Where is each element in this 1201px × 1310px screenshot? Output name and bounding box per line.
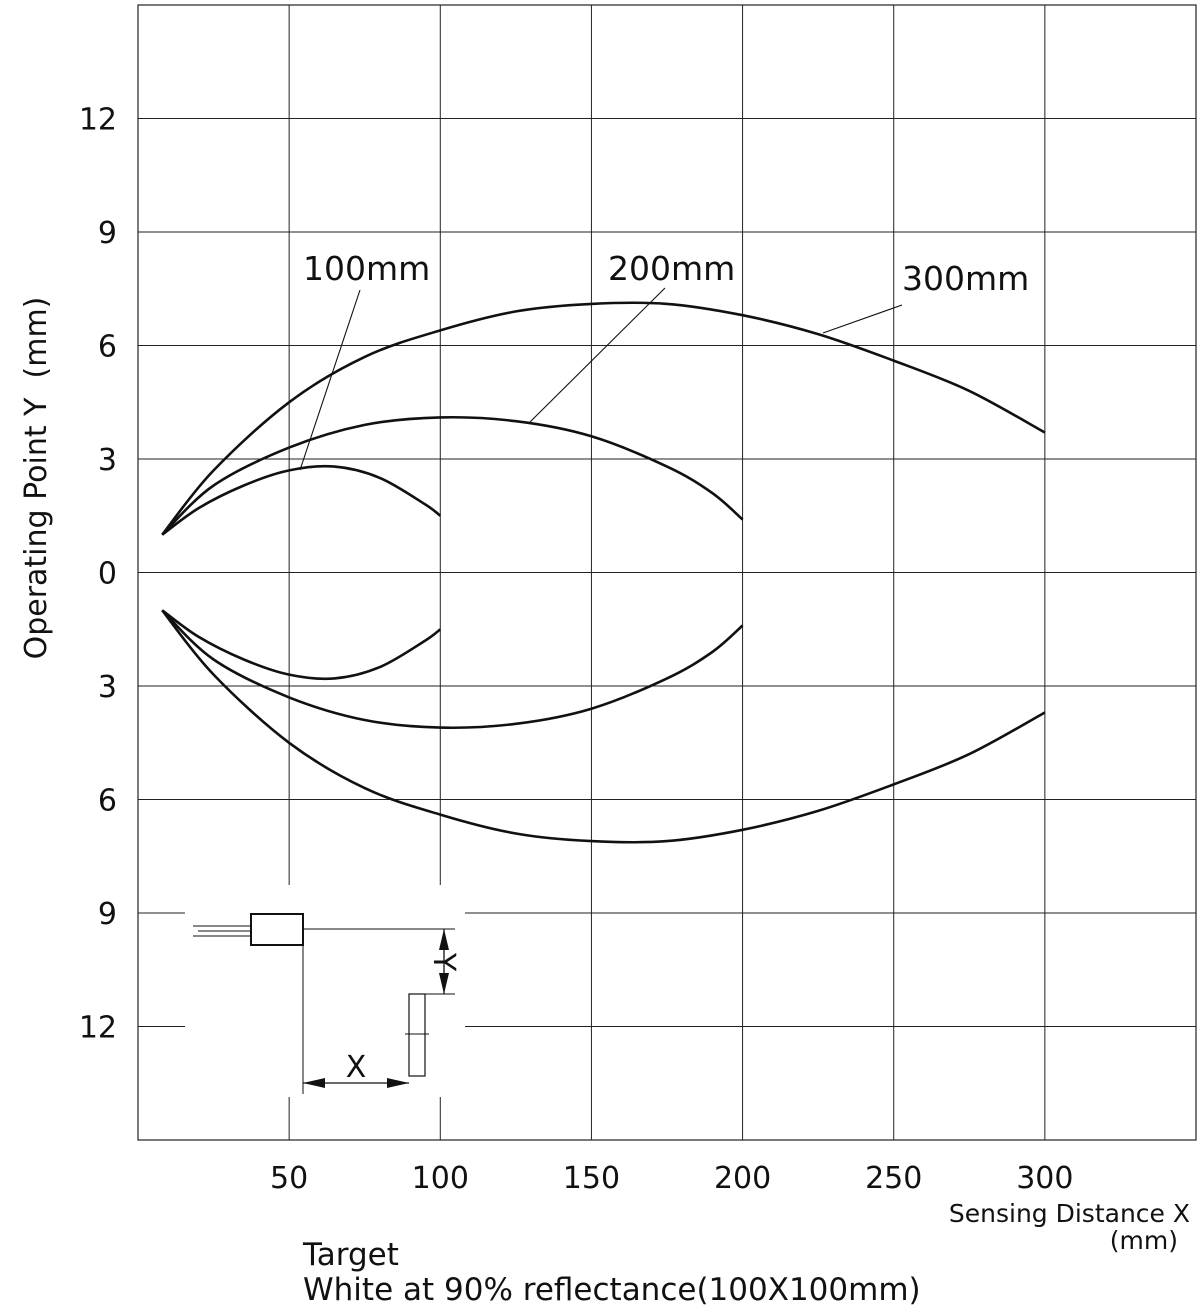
x-tick-label: 300 bbox=[1016, 1161, 1073, 1196]
y-arrowhead-bottom bbox=[439, 973, 449, 994]
y-axis-label: Operating Point Y (mm) bbox=[19, 297, 54, 660]
grid bbox=[137, 4, 1197, 1141]
y-arrowhead-top bbox=[439, 929, 449, 950]
y-tick-label: 6 bbox=[98, 330, 117, 365]
curve-200mm-lower bbox=[161, 609, 744, 730]
x-tick-labels: 50 100 150 200 250 300 bbox=[270, 1161, 1073, 1196]
x-tick-label: 50 bbox=[270, 1161, 308, 1196]
x-arrowhead-right bbox=[387, 1078, 409, 1088]
y-tick-label: 3 bbox=[98, 443, 117, 478]
x-tick-label: 100 bbox=[412, 1161, 469, 1196]
label-leaders bbox=[299, 287, 903, 471]
y-tick-label: 3 bbox=[98, 670, 117, 705]
x-axis-unit: (mm) bbox=[1110, 1226, 1178, 1255]
y-tick-label: 12 bbox=[79, 1011, 117, 1046]
label-300mm: 300mm bbox=[902, 259, 1029, 298]
curve-200mm-upper bbox=[161, 415, 744, 536]
leader-300mm bbox=[822, 304, 903, 334]
y-tick-label: 0 bbox=[98, 557, 117, 592]
x-axis-label: Sensing Distance X bbox=[949, 1199, 1190, 1228]
curve-100mm-lower bbox=[161, 609, 442, 681]
leader-100mm bbox=[299, 289, 361, 471]
curve-100mm-upper bbox=[161, 464, 442, 536]
y-tick-labels: 12 9 6 3 0 3 6 9 12 bbox=[79, 103, 117, 1046]
sensor-diagram bbox=[193, 913, 455, 1094]
x-arrowhead-left bbox=[303, 1078, 325, 1088]
target-note-title: Target bbox=[302, 1237, 399, 1273]
diagram-x-label: X bbox=[346, 1050, 367, 1085]
y-tick-label: 12 bbox=[79, 103, 117, 138]
label-100mm: 100mm bbox=[303, 249, 430, 288]
x-tick-label: 200 bbox=[714, 1161, 771, 1196]
plot-frame bbox=[137, 4, 1197, 1141]
x-tick-label: 250 bbox=[865, 1161, 922, 1196]
y-tick-label: 9 bbox=[98, 897, 117, 932]
label-200mm: 200mm bbox=[608, 249, 735, 288]
x-tick-label: 150 bbox=[563, 1161, 620, 1196]
curve-300mm-lower bbox=[161, 609, 1046, 844]
y-tick-label: 6 bbox=[98, 784, 117, 819]
target-plate bbox=[408, 993, 426, 1077]
inset-background bbox=[185, 885, 465, 1097]
curves bbox=[161, 301, 1046, 844]
target-note-detail: White at 90% reflectance(100X100mm) bbox=[303, 1272, 921, 1308]
curve-300mm-upper bbox=[161, 301, 1046, 536]
y-tick-label: 9 bbox=[98, 216, 117, 251]
leader-200mm bbox=[529, 287, 666, 423]
diagram-y-label: Y bbox=[426, 952, 461, 972]
